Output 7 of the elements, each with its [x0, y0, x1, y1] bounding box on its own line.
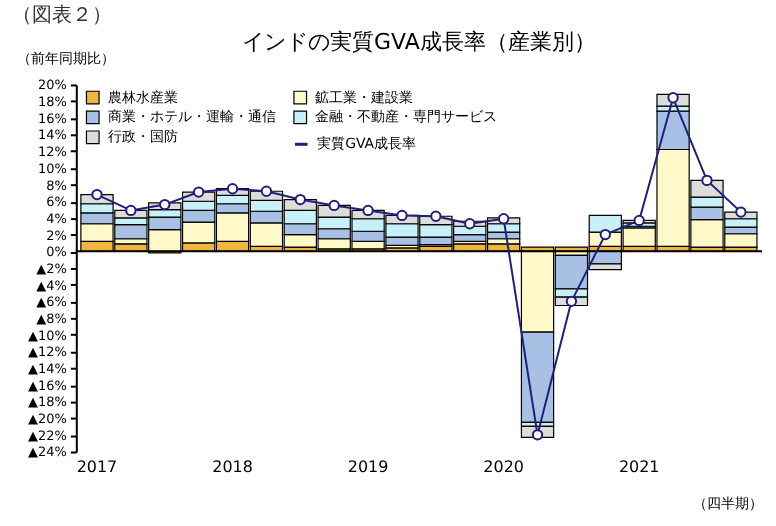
- text: （図表２）: [11, 2, 112, 27]
- x-tick-label: 2018: [212, 458, 253, 477]
- x-tick-label: 2020: [483, 458, 524, 477]
- x-tick-label: 2021: [618, 458, 660, 477]
- x-tick-label: 2019: [347, 458, 389, 477]
- x-tick-label: 2017: [76, 458, 118, 477]
- chart-title: インドの実質GVA成長率（産業別）: [242, 28, 596, 55]
